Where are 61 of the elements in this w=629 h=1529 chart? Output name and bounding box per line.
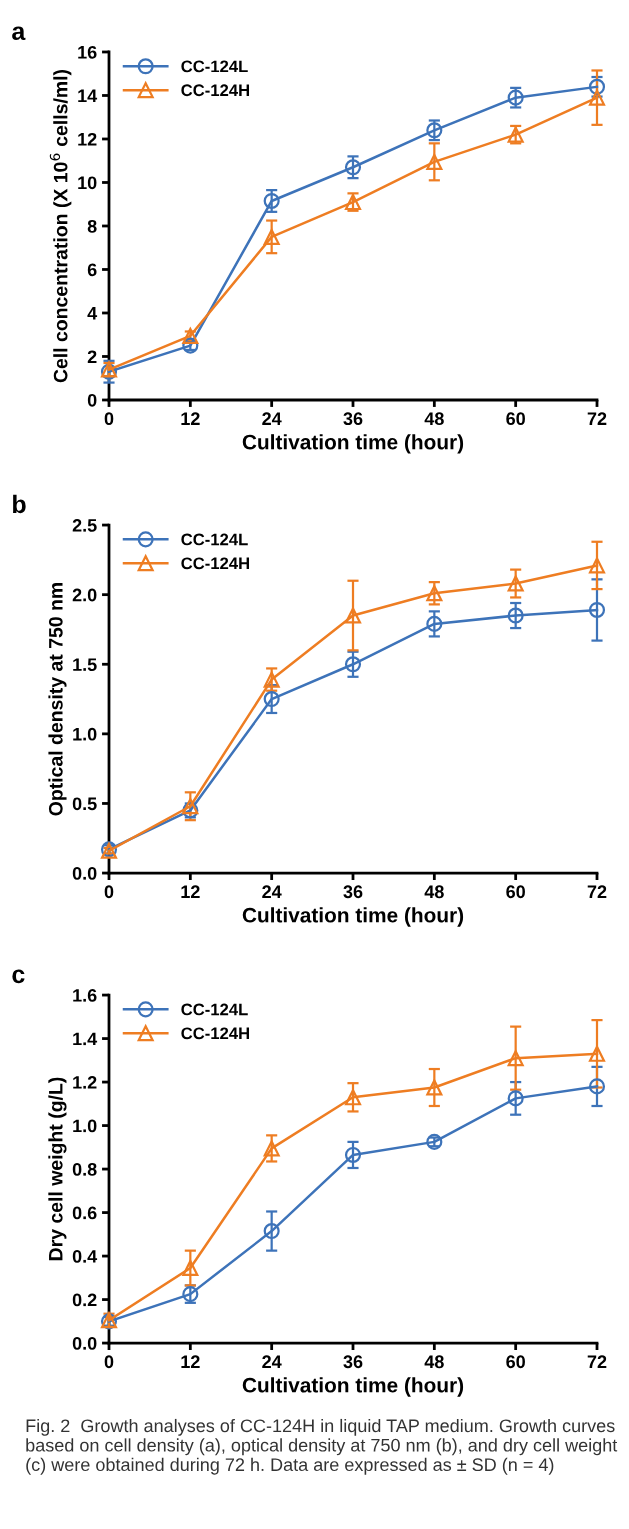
x-tick-label: 0 <box>104 885 114 899</box>
y-tick-label: 1.4 <box>73 1032 98 1046</box>
x-axis-title: Cultivation time (hour) <box>242 434 464 454</box>
x-tick-label: 48 <box>424 885 444 899</box>
legend-label: CC-124H <box>181 1027 250 1040</box>
chart-title: c <box>12 969 25 984</box>
legend-label: CC-124L <box>181 1003 248 1016</box>
y-tick-label: 12 <box>78 132 97 146</box>
y-tick-label: 1.6 <box>73 989 97 1002</box>
y-axis-title: Dry cell weight (g/L) <box>48 1077 67 1261</box>
x-tick-label: 0 <box>104 1355 114 1369</box>
chart-title: a <box>12 26 26 41</box>
x-tick-label: 60 <box>506 885 525 899</box>
y-tick-label: 4 <box>87 307 98 320</box>
y-tick-label: 1.2 <box>73 1076 97 1089</box>
x-tick-label: 72 <box>587 885 607 898</box>
x-tick-label: 36 <box>343 885 363 899</box>
y-tick-label: 0.5 <box>72 797 97 811</box>
x-tick-label: 0 <box>104 412 114 426</box>
x-tick-label: 72 <box>587 412 607 425</box>
legend-label: CC-124L <box>181 60 248 73</box>
x-tick-label: 60 <box>506 1355 525 1369</box>
y-tick-label: 1.0 <box>73 727 97 741</box>
x-tick-label: 36 <box>343 412 363 426</box>
y-tick-label: 0.2 <box>72 1293 97 1307</box>
x-tick-label: 48 <box>424 412 444 426</box>
x-tick-label: 24 <box>262 1355 282 1368</box>
x-tick-label: 60 <box>506 412 525 426</box>
x-tick-label: 72 <box>587 1355 607 1368</box>
caption: Fig. 2 Growth analyses of CC-124H in liquid TAP medium. Growth curves based on cell density (a), optical density at 750 nm (b), and dry cell weight (c) were obtained during 72 h. Data are expressed as ± SD (n = 4) <box>26 1418 618 1475</box>
legend-label: CC-124L <box>181 533 248 546</box>
y-tick-label: 0 <box>87 393 97 407</box>
x-axis-title: Cultivation time (hour) <box>242 1377 464 1397</box>
y-tick-label: 0.6 <box>72 1206 97 1220</box>
y-tick-label: 0.0 <box>72 1337 97 1350</box>
y-tick-label: 6 <box>87 263 97 277</box>
legend-label: CC-124H <box>181 84 250 97</box>
x-tick-label: 24 <box>262 885 282 898</box>
x-axis-title: Cultivation time (hour) <box>242 907 464 927</box>
x-tick-label: 36 <box>343 1355 363 1369</box>
x-tick-label: 24 <box>262 412 282 425</box>
y-tick-label: 0.8 <box>72 1163 97 1176</box>
legend-label: CC-124H <box>181 557 250 570</box>
x-tick-label: 12 <box>181 1355 200 1368</box>
y-tick-label: 2 <box>87 350 97 364</box>
y-tick-label: 2.5 <box>72 518 97 532</box>
chart-title: b <box>13 494 26 514</box>
x-tick-label: 12 <box>181 885 200 898</box>
y-tick-label: 1.5 <box>73 658 97 671</box>
y-tick-label: 0.4 <box>72 1250 98 1263</box>
y-tick-label: 1.0 <box>73 1119 97 1133</box>
x-tick-label: 12 <box>181 412 200 425</box>
y-tick-label: 8 <box>87 219 97 233</box>
y-tick-label: 0.0 <box>72 866 97 880</box>
y-axis-title: Optical density at 750 nm <box>48 583 67 816</box>
y-tick-label: 2.0 <box>72 588 97 602</box>
y-axis-title: Cell concentration (X 10$^{6}$ cells/ml) <box>49 69 72 383</box>
y-tick-label: 16 <box>78 45 97 59</box>
y-tick-label: 10 <box>78 176 97 190</box>
y-tick-label: 14 <box>78 89 98 103</box>
x-tick-label: 48 <box>424 1355 444 1369</box>
